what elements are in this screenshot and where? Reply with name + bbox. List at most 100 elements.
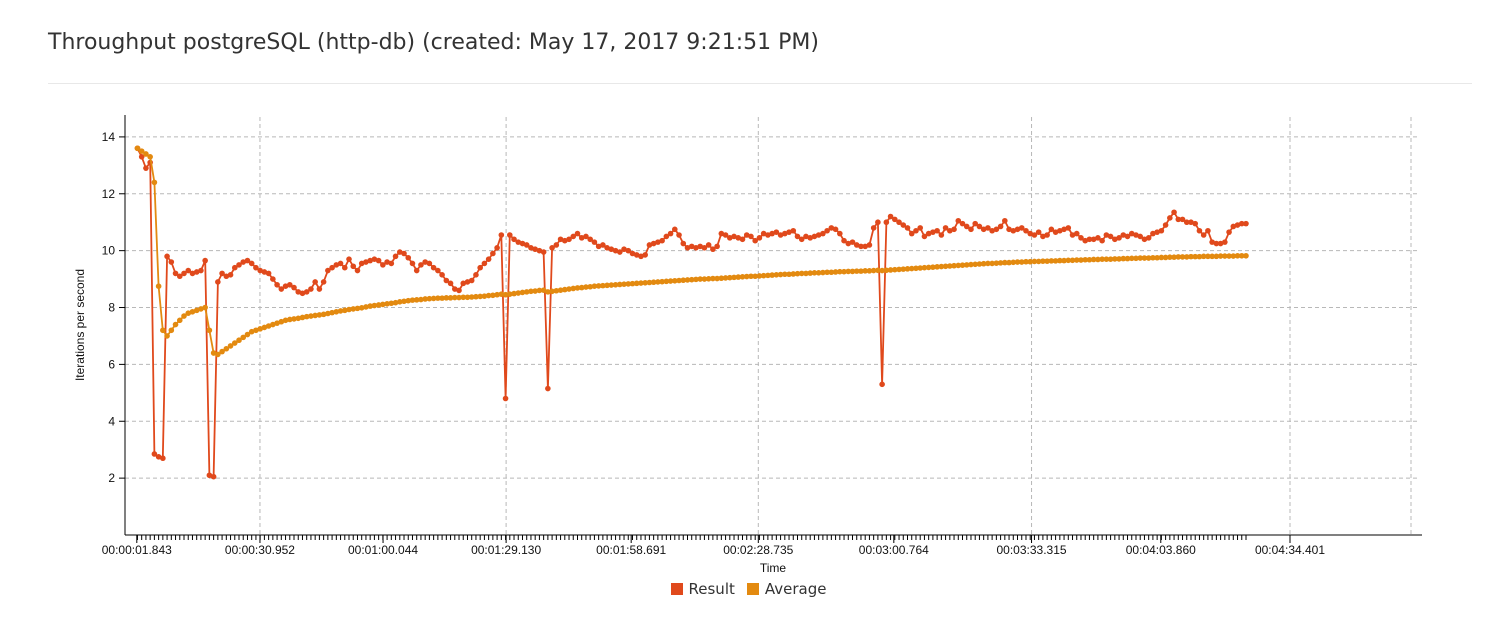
data-point-average — [625, 281, 632, 287]
data-point-average — [1124, 255, 1131, 262]
data-point-result — [536, 247, 543, 254]
data-point-result — [900, 222, 907, 228]
data-point-result — [1188, 219, 1194, 226]
data-point-result — [1027, 230, 1034, 237]
data-point-average — [672, 277, 678, 284]
data-point-result — [676, 232, 682, 238]
data-point-result — [1061, 226, 1067, 233]
data-point-result — [396, 249, 403, 255]
data-point-average — [1167, 254, 1173, 260]
data-point-result — [1040, 233, 1046, 240]
data-point-result — [841, 237, 847, 244]
data-point-result — [1095, 235, 1101, 241]
data-point-average — [413, 297, 420, 303]
data-point-result — [917, 225, 924, 231]
data-point-average — [667, 278, 674, 284]
data-point-result — [659, 237, 665, 244]
legend-item-result[interactable]: Result — [670, 580, 735, 598]
data-point-result — [350, 263, 357, 270]
data-point-result — [295, 289, 302, 295]
data-point-average — [384, 301, 390, 307]
data-point-average — [350, 306, 357, 312]
data-point-result — [443, 277, 450, 284]
data-point-result — [506, 232, 513, 238]
data-point-result — [837, 230, 843, 237]
data-point-average — [942, 263, 949, 270]
data-point-result — [731, 233, 737, 240]
data-point-average — [435, 295, 441, 301]
data-point-average — [549, 288, 555, 295]
data-point-result — [160, 455, 166, 462]
data-point-average — [1183, 254, 1190, 260]
chart-legend: Result Average — [0, 580, 1497, 598]
data-point-result — [1124, 233, 1131, 240]
data-point-result — [752, 237, 758, 244]
data-point-average — [1086, 256, 1093, 263]
data-point-result — [989, 227, 995, 234]
x-tick-label: 00:01:58.691 — [596, 543, 666, 557]
data-point-result — [849, 239, 856, 245]
data-point-average — [519, 289, 526, 296]
data-point-result — [308, 286, 314, 292]
data-point-average — [705, 275, 712, 282]
data-point-average — [553, 287, 560, 294]
data-point-average — [134, 145, 141, 152]
data-point-result — [240, 259, 247, 265]
data-point-average — [248, 328, 255, 335]
data-point-result — [934, 227, 940, 234]
data-point-result — [519, 240, 526, 247]
data-point-average — [650, 279, 657, 286]
data-point-result — [625, 247, 632, 254]
y-tick-label: 8 — [108, 301, 115, 315]
data-point-result — [718, 230, 725, 237]
data-point-result — [629, 250, 636, 257]
data-point-average — [769, 272, 775, 278]
data-point-average — [655, 279, 661, 285]
data-point-average — [794, 270, 801, 277]
data-point-result — [938, 232, 945, 238]
data-point-average — [295, 315, 302, 322]
data-point-average — [447, 295, 454, 301]
chart-axes: 2 4 6 8 10 12 14 00:00:01.843 00:00:30.952 00:01:… — [102, 115, 1422, 557]
data-point-result — [341, 264, 348, 271]
data-point-result — [947, 227, 953, 234]
data-point-average — [608, 282, 615, 288]
data-point-average — [481, 293, 488, 299]
legend-swatch-average — [746, 583, 759, 595]
data-point-result — [722, 232, 729, 238]
data-point-result — [1243, 220, 1249, 227]
legend-swatch-result — [670, 583, 683, 595]
data-point-result — [769, 230, 775, 237]
x-tick-label: 00:01:00.044 — [348, 543, 418, 557]
data-point-average — [739, 274, 746, 280]
data-point-result — [1162, 222, 1169, 228]
data-point-average — [168, 327, 175, 334]
data-point-result — [1057, 227, 1063, 234]
data-point-result — [756, 235, 763, 241]
data-point-result — [904, 225, 911, 231]
data-point-average — [337, 308, 344, 314]
data-point-result — [727, 235, 733, 241]
data-point-result — [739, 236, 746, 243]
data-point-average — [354, 305, 361, 312]
data-point-result — [1196, 227, 1203, 234]
data-point-result — [253, 264, 259, 271]
data-point-average — [227, 343, 234, 349]
legend-item-average[interactable]: Average — [746, 580, 826, 598]
data-point-result — [680, 240, 687, 247]
data-point-average — [506, 291, 513, 297]
data-point-average — [841, 268, 847, 275]
legend-label-result: Result — [688, 580, 735, 598]
data-point-result — [227, 272, 234, 278]
data-point-average — [921, 264, 928, 271]
data-point-result — [206, 472, 213, 479]
data-point-average — [913, 265, 919, 272]
data-point-average — [735, 274, 742, 280]
data-point-result — [354, 267, 361, 274]
x-tick-label: 00:00:30.952 — [225, 543, 295, 557]
data-point-result — [418, 262, 424, 268]
data-point-result — [371, 256, 378, 262]
data-point-average — [219, 348, 225, 355]
data-point-average — [714, 275, 720, 282]
